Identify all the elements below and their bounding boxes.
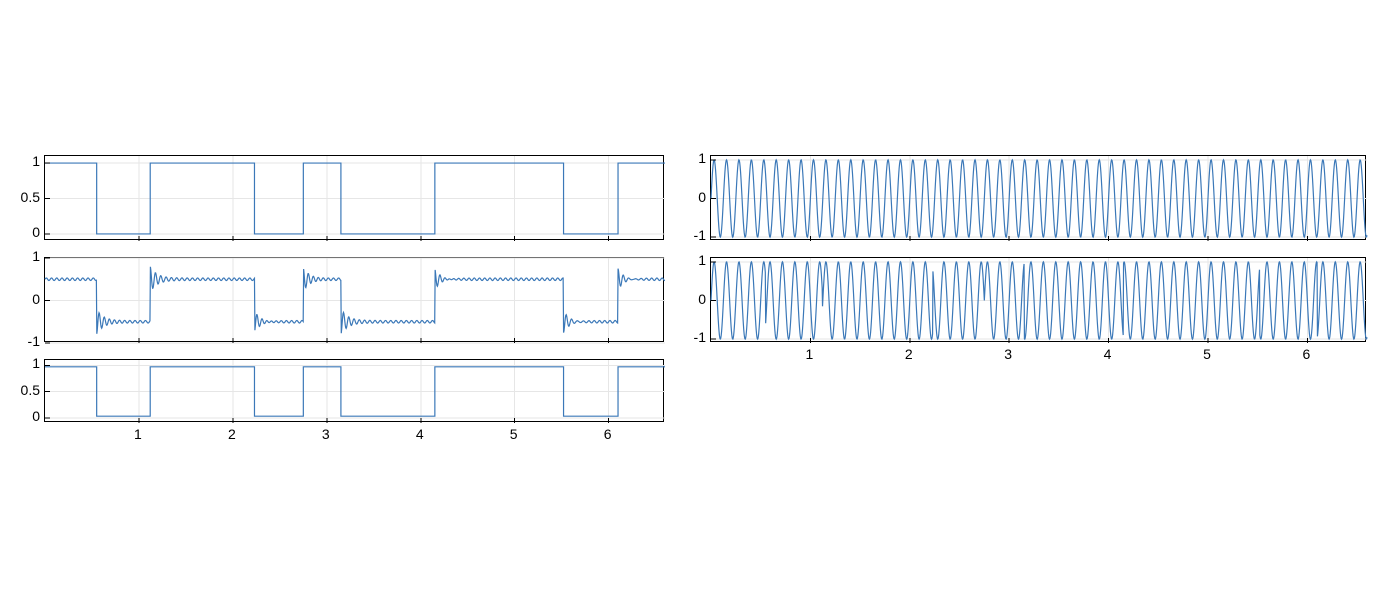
ytick-label: -1 [676,227,706,243]
xtick-label: 1 [805,346,813,362]
subplot-left-2 [44,257,664,342]
ytick-label: -1 [676,329,706,345]
plot-area [45,258,665,343]
subplot-left-1 [44,155,664,240]
ytick-label: 0 [676,189,706,205]
xtick-label: 2 [228,426,236,442]
xtick-label: 4 [1104,346,1112,362]
xtick-label: 2 [905,346,913,362]
xtick-label: 5 [510,426,518,442]
plot-area [45,360,665,423]
plot-area [711,258,1367,343]
xtick-label: 6 [1302,346,1310,362]
plot-area [45,156,665,241]
ytick-label: 0 [676,291,706,307]
ytick-label: 0.5 [10,189,40,205]
xtick-label: 3 [322,426,330,442]
ytick-label: 1 [10,153,40,169]
ytick-label: 1 [10,248,40,264]
subplot-right-2 [710,257,1366,342]
subplot-left-3 [44,359,664,422]
xtick-label: 3 [1004,346,1012,362]
ytick-label: 0 [10,224,40,240]
ytick-label: 1 [676,252,706,268]
xtick-label: 5 [1203,346,1211,362]
subplot-right-1 [710,155,1366,240]
figure: 0 0.5 1 -1 0 1 0 0.5 1 1 2 3 4 5 6 -1 0 1 -1 0 1 1 2 3 4 5 6 [0,0,1395,600]
plot-area [711,156,1367,241]
ytick-label: 0 [10,408,40,424]
ytick-label: 0 [10,291,40,307]
xtick-label: 4 [416,426,424,442]
ytick-label: -1 [10,333,40,349]
xtick-label: 6 [604,426,612,442]
xtick-label: 1 [134,426,142,442]
ytick-label: 1 [676,150,706,166]
ytick-label: 0.5 [10,382,40,398]
ytick-label: 1 [10,355,40,371]
